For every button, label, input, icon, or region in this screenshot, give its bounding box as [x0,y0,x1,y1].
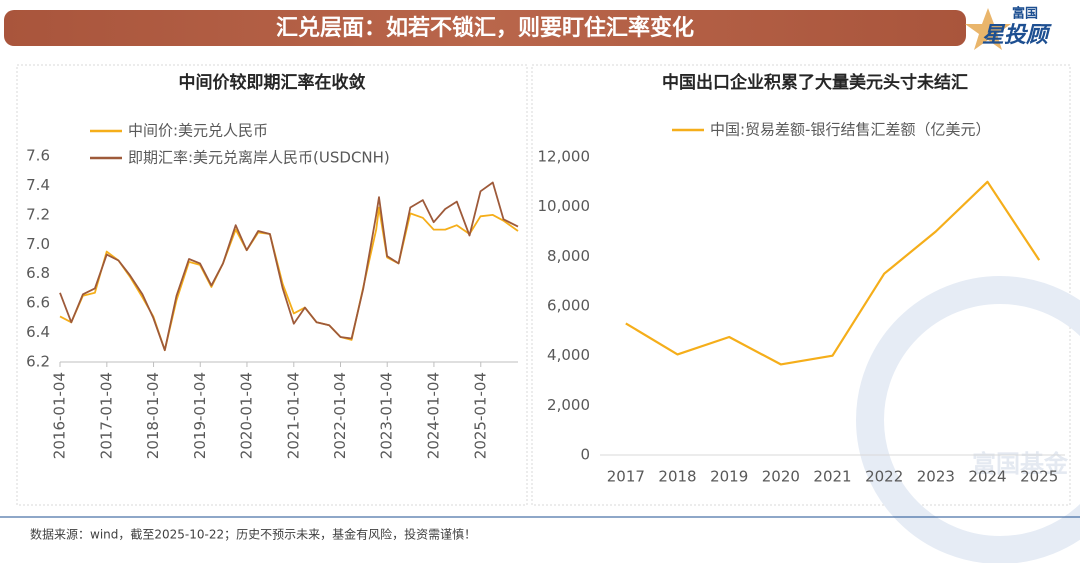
footer: 数据来源：wind，截至2025-10-22；历史不预示未来，基金有风险，投资需… [30,527,476,542]
x-tick-label: 2022 [865,468,903,486]
y-tick-label: 7.6 [26,147,50,165]
x-tick-label: 2023 [917,468,955,486]
legend-label: 即期汇率:美元兑离岸人民币(USDCNH) [128,149,390,167]
y-tick-label: 7.4 [26,176,50,194]
x-tick-label: 2023-01-04 [378,372,396,459]
x-tick-label: 2025 [1020,468,1058,486]
series-line [625,180,1041,366]
x-tick-label: 2019 [710,468,748,486]
x-tick-label: 2017-01-04 [97,372,115,459]
y-tick-label: 6.4 [26,323,50,341]
header-title: 汇兑层面：如若不锁汇，则要盯住汇率变化 [276,15,694,41]
x-tick-label: 2024-01-04 [424,372,442,459]
x-tick-label: 2024 [968,468,1006,486]
y-tick-label: 10,000 [538,197,591,215]
y-tick-label: 2,000 [547,396,590,414]
x-tick-label: 2020 [762,468,800,486]
y-tick-label: 6,000 [547,297,590,315]
y-tick-label: 6.2 [26,353,50,371]
logo-star [965,8,1011,50]
x-tick-label: 2020-01-04 [237,372,255,459]
legend-label: 中间价:美元兑人民币 [128,122,268,140]
x-tick-label: 2021-01-04 [284,372,302,459]
panel-right [531,64,1071,506]
series-line [59,181,519,352]
y-tick-label: 0 [580,446,590,464]
chart-title: 中间价较即期汇率在收敛 [179,72,366,93]
header-bar [4,10,966,46]
y-tick-label: 4,000 [547,346,590,364]
y-tick-label: 7.2 [26,205,50,223]
x-tick-label: 2016-01-04 [51,372,69,459]
logo-top: 富国 [1012,6,1038,22]
logo-bottom: 星投顾 [982,23,1052,48]
y-tick-label: 6.6 [26,294,50,312]
y-tick-label: 7.0 [26,235,50,253]
x-tick-label: 2022-01-04 [331,372,349,459]
x-tick-label: 2019-01-04 [191,372,209,459]
y-tick-label: 8,000 [547,247,590,265]
charts: 中间价较即期汇率在收敛 6.2 6.4 6.6 6.8 7.0 7.2 7.4 7.6 2016-… [26,72,1065,486]
legend-label: 中国:贸易差额-银行结售汇差额（亿美元） [710,121,990,139]
y-tick-label: 6.8 [26,264,50,282]
x-tick-label: 2025-01-04 [471,372,489,459]
watermark-circle [856,276,1080,564]
series-line [59,206,519,352]
x-tick-label: 2018 [658,468,696,486]
x-tick-label: 2018-01-04 [144,372,162,459]
panel-left [16,64,528,506]
y-tick-label: 12,000 [538,148,591,166]
x-tick-label: 2021 [813,468,851,486]
chart-title: 中国出口企业积累了大量美元头寸未结汇 [662,72,968,93]
x-tick-label: 2017 [607,468,645,486]
